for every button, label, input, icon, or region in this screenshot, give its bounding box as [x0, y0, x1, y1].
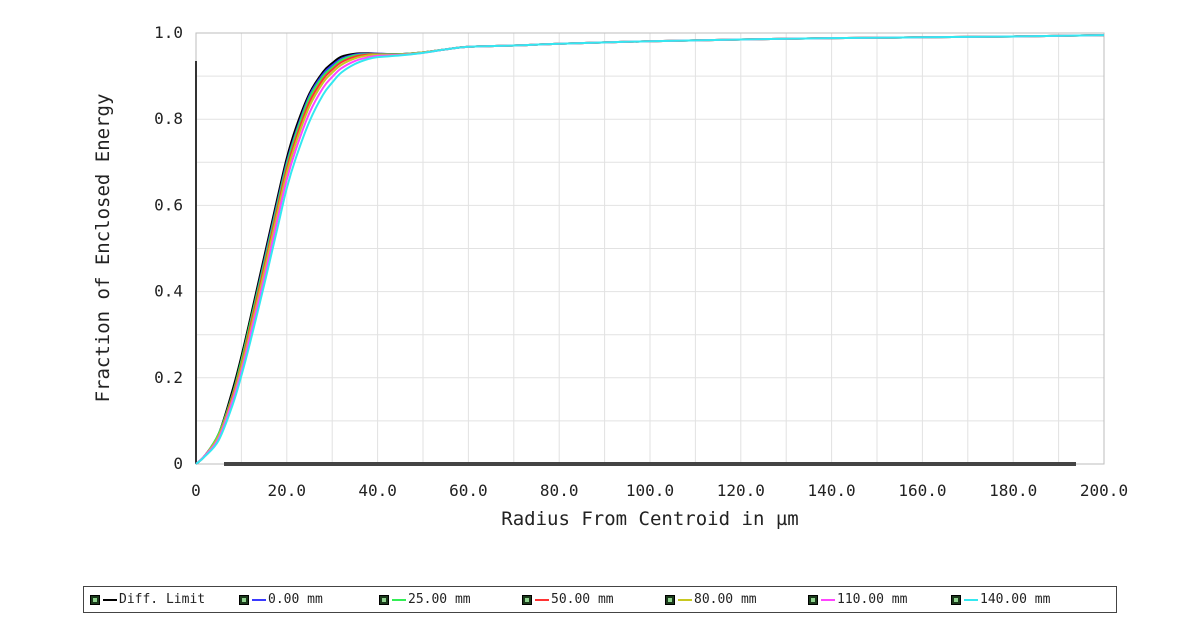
- series-line-140-00-mm: [195, 34, 1105, 465]
- legend-item[interactable]: Diff. Limit: [90, 592, 239, 607]
- legend-label: 0.00 mm: [268, 592, 323, 607]
- x-tick-label: 160.0: [898, 481, 946, 500]
- legend-item[interactable]: 140.00 mm: [951, 592, 1091, 607]
- legend-checkbox-icon[interactable]: [951, 594, 961, 605]
- x-tick-label: 0: [191, 481, 201, 500]
- x-tick-label: 60.0: [449, 481, 488, 500]
- legend-checkbox-icon[interactable]: [90, 594, 100, 605]
- chart-legend: Diff. Limit 0.00 mm 25.00 mm 50.00 mm 80.00 …: [83, 586, 1117, 613]
- x-tick-label: 100.0: [626, 481, 674, 500]
- legend-checkbox-icon[interactable]: [239, 594, 249, 605]
- legend-swatch: [103, 598, 117, 601]
- x-tick-label: 80.0: [540, 481, 579, 500]
- legend-swatch: [535, 598, 549, 601]
- y-tick-label: 0.8: [154, 109, 183, 128]
- x-tick-label: 200.0: [1080, 481, 1128, 500]
- x-tick-label: 40.0: [358, 481, 397, 500]
- legend-swatch: [821, 598, 835, 601]
- y-tick-label: 0.4: [154, 282, 183, 301]
- y-tick-label: 1.0: [154, 23, 183, 42]
- x-tick-label: 140.0: [808, 481, 856, 500]
- chart-plot-area: 0 20.0 40.0 60.0 80.0 100.0 120.0 140.0 160.0 180…: [92, 23, 1128, 530]
- y-tick-label: 0.2: [154, 368, 183, 387]
- legend-label: 110.00 mm: [837, 592, 908, 607]
- y-axis-title: Fraction of Enclosed Energy: [92, 94, 114, 403]
- x-axis-title: Radius From Centroid in µm: [501, 508, 798, 530]
- legend-item[interactable]: 0.00 mm: [239, 592, 379, 607]
- legend-item[interactable]: 110.00 mm: [808, 592, 951, 607]
- legend-item[interactable]: 80.00 mm: [665, 592, 808, 607]
- legend-checkbox-icon[interactable]: [665, 594, 675, 605]
- legend-swatch: [392, 598, 406, 601]
- y-tick-label: 0.6: [154, 195, 183, 214]
- legend-checkbox-icon[interactable]: [522, 594, 532, 605]
- legend-label: Diff. Limit: [119, 592, 206, 607]
- legend-item[interactable]: 25.00 mm: [379, 592, 522, 607]
- legend-label: 25.00 mm: [408, 592, 471, 607]
- legend-label: 140.00 mm: [980, 592, 1051, 607]
- legend-label: 50.00 mm: [551, 592, 614, 607]
- x-tick-label: 20.0: [268, 481, 307, 500]
- legend-checkbox-icon[interactable]: [379, 594, 389, 605]
- legend-swatch: [964, 598, 978, 601]
- legend-checkbox-icon[interactable]: [808, 594, 818, 605]
- legend-label: 80.00 mm: [694, 592, 757, 607]
- y-tick-label: 0: [173, 454, 183, 473]
- legend-swatch: [678, 598, 692, 601]
- legend-swatch: [252, 598, 266, 601]
- x-tick-label: 120.0: [717, 481, 765, 500]
- legend-item[interactable]: 50.00 mm: [522, 592, 665, 607]
- x-tick-label: 180.0: [989, 481, 1037, 500]
